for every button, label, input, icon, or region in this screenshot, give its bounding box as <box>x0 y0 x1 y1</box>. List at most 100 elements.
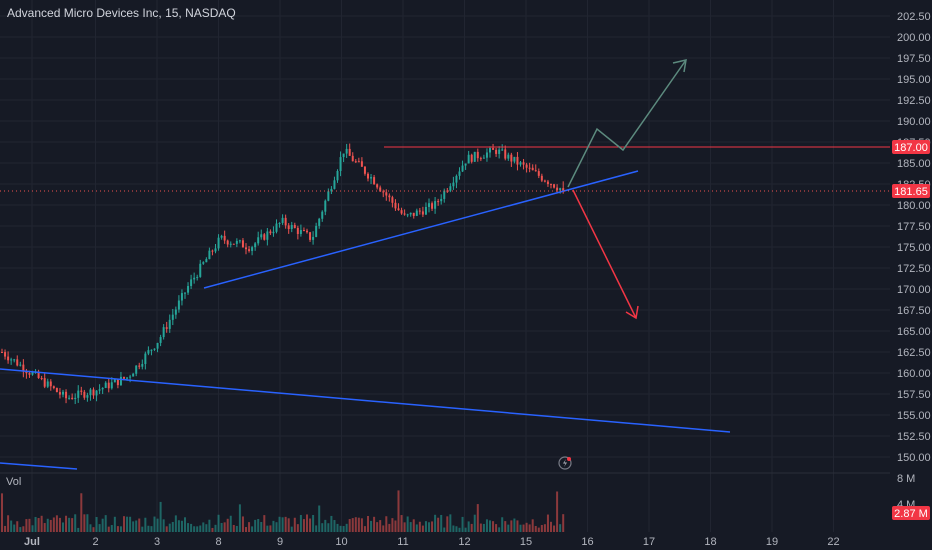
candle-body[interactable] <box>510 154 513 162</box>
candle-body[interactable] <box>339 157 342 172</box>
candle-body[interactable] <box>184 292 186 294</box>
candle-body[interactable] <box>489 148 491 153</box>
candle-body[interactable] <box>452 182 455 187</box>
candle-body[interactable] <box>482 157 485 159</box>
candle-body[interactable] <box>254 243 257 248</box>
candle-body[interactable] <box>470 154 473 162</box>
candle-body[interactable] <box>40 377 43 379</box>
candle-body[interactable] <box>345 148 348 154</box>
candle-body[interactable] <box>43 378 46 387</box>
candle-body[interactable] <box>418 210 421 212</box>
candle-body[interactable] <box>168 319 171 329</box>
candle-body[interactable] <box>546 181 549 185</box>
candle-body[interactable] <box>348 148 351 156</box>
candle-body[interactable] <box>101 387 104 390</box>
candle-body[interactable] <box>522 162 525 165</box>
candle-body[interactable] <box>159 337 162 343</box>
candle-body[interactable] <box>77 390 80 398</box>
candle-body[interactable] <box>165 327 168 329</box>
candle-body[interactable] <box>324 200 327 212</box>
candle-body[interactable] <box>62 391 64 395</box>
candle-body[interactable] <box>205 259 208 263</box>
candle-body[interactable] <box>388 195 391 198</box>
candle-body[interactable] <box>534 170 537 172</box>
candle-body[interactable] <box>519 162 522 165</box>
candle-body[interactable] <box>80 390 83 392</box>
candle-body[interactable] <box>86 395 89 398</box>
candle-body[interactable] <box>107 382 110 389</box>
candle-body[interactable] <box>382 191 385 193</box>
candle-body[interactable] <box>406 214 409 216</box>
candle-body[interactable] <box>391 197 394 203</box>
drawing-overlays[interactable] <box>0 59 890 470</box>
candle-body[interactable] <box>211 250 214 252</box>
candle-body[interactable] <box>229 243 232 245</box>
candle-body[interactable] <box>318 218 321 226</box>
candle-body[interactable] <box>110 382 113 389</box>
candle-body[interactable] <box>144 353 147 364</box>
candle-body[interactable] <box>461 165 464 172</box>
candlesticks[interactable] <box>1 143 565 405</box>
candle-body[interactable] <box>180 293 183 301</box>
candle-body[interactable] <box>370 177 373 179</box>
candle-body[interactable] <box>428 203 430 207</box>
candle-body[interactable] <box>293 225 296 228</box>
candle-body[interactable] <box>55 388 58 393</box>
candle-body[interactable] <box>278 222 281 224</box>
bullish-projection-path[interactable] <box>567 59 687 188</box>
candle-body[interactable] <box>235 240 238 244</box>
candle-body[interactable] <box>248 249 251 251</box>
candle-body[interactable] <box>394 202 397 209</box>
candle-body[interactable] <box>193 277 196 280</box>
candle-body[interactable] <box>379 187 382 192</box>
candle-body[interactable] <box>302 230 305 232</box>
time-axis[interactable]: Jul 2 3 8 9 10 11 12 15 16 17 18 19 22 <box>24 536 840 548</box>
candle-body[interactable] <box>226 240 229 245</box>
candle-body[interactable] <box>431 203 434 209</box>
candle-body[interactable] <box>330 188 333 192</box>
candle-body[interactable] <box>147 350 150 354</box>
candle-body[interactable] <box>98 389 101 391</box>
candle-body[interactable] <box>315 225 318 237</box>
candle-body[interactable] <box>281 217 284 223</box>
candle-body[interactable] <box>446 190 449 192</box>
candle-body[interactable] <box>190 279 193 287</box>
candle-body[interactable] <box>513 156 516 162</box>
candle-body[interactable] <box>376 184 379 188</box>
candle-body[interactable] <box>562 188 565 192</box>
candle-body[interactable] <box>46 381 49 387</box>
alert-icon[interactable] <box>558 456 572 470</box>
candle-body[interactable] <box>458 171 461 176</box>
candle-body[interactable] <box>556 187 559 191</box>
candle-body[interactable] <box>354 161 357 163</box>
candle-body[interactable] <box>531 167 534 171</box>
candle-body[interactable] <box>119 376 122 386</box>
candle-body[interactable] <box>492 148 495 150</box>
candle-body[interactable] <box>132 373 135 377</box>
candle-body[interactable] <box>421 211 424 215</box>
candle-body[interactable] <box>123 376 125 379</box>
candle-body[interactable] <box>351 155 354 162</box>
candle-body[interactable] <box>479 158 482 160</box>
candle-body[interactable] <box>16 359 19 366</box>
candle-body[interactable] <box>449 186 452 191</box>
candle-body[interactable] <box>10 359 13 361</box>
candle-body[interactable] <box>153 348 156 350</box>
candle-body[interactable] <box>543 180 546 182</box>
candle-body[interactable] <box>455 175 458 183</box>
candle-body[interactable] <box>437 201 440 203</box>
candle-body[interactable] <box>214 248 217 252</box>
candle-body[interactable] <box>528 167 531 169</box>
candle-body[interactable] <box>208 250 211 260</box>
candle-body[interactable] <box>65 391 68 399</box>
candle-body[interactable] <box>385 192 388 196</box>
candle-body[interactable] <box>232 243 235 245</box>
descending-channel-upper-line[interactable] <box>0 368 731 433</box>
candle-body[interactable] <box>485 152 488 158</box>
candle-body[interactable] <box>25 371 28 374</box>
candle-body[interactable] <box>238 240 241 242</box>
candle-body[interactable] <box>266 231 269 240</box>
candle-body[interactable] <box>217 237 220 249</box>
candle-body[interactable] <box>202 262 205 264</box>
candle-body[interactable] <box>495 149 498 154</box>
